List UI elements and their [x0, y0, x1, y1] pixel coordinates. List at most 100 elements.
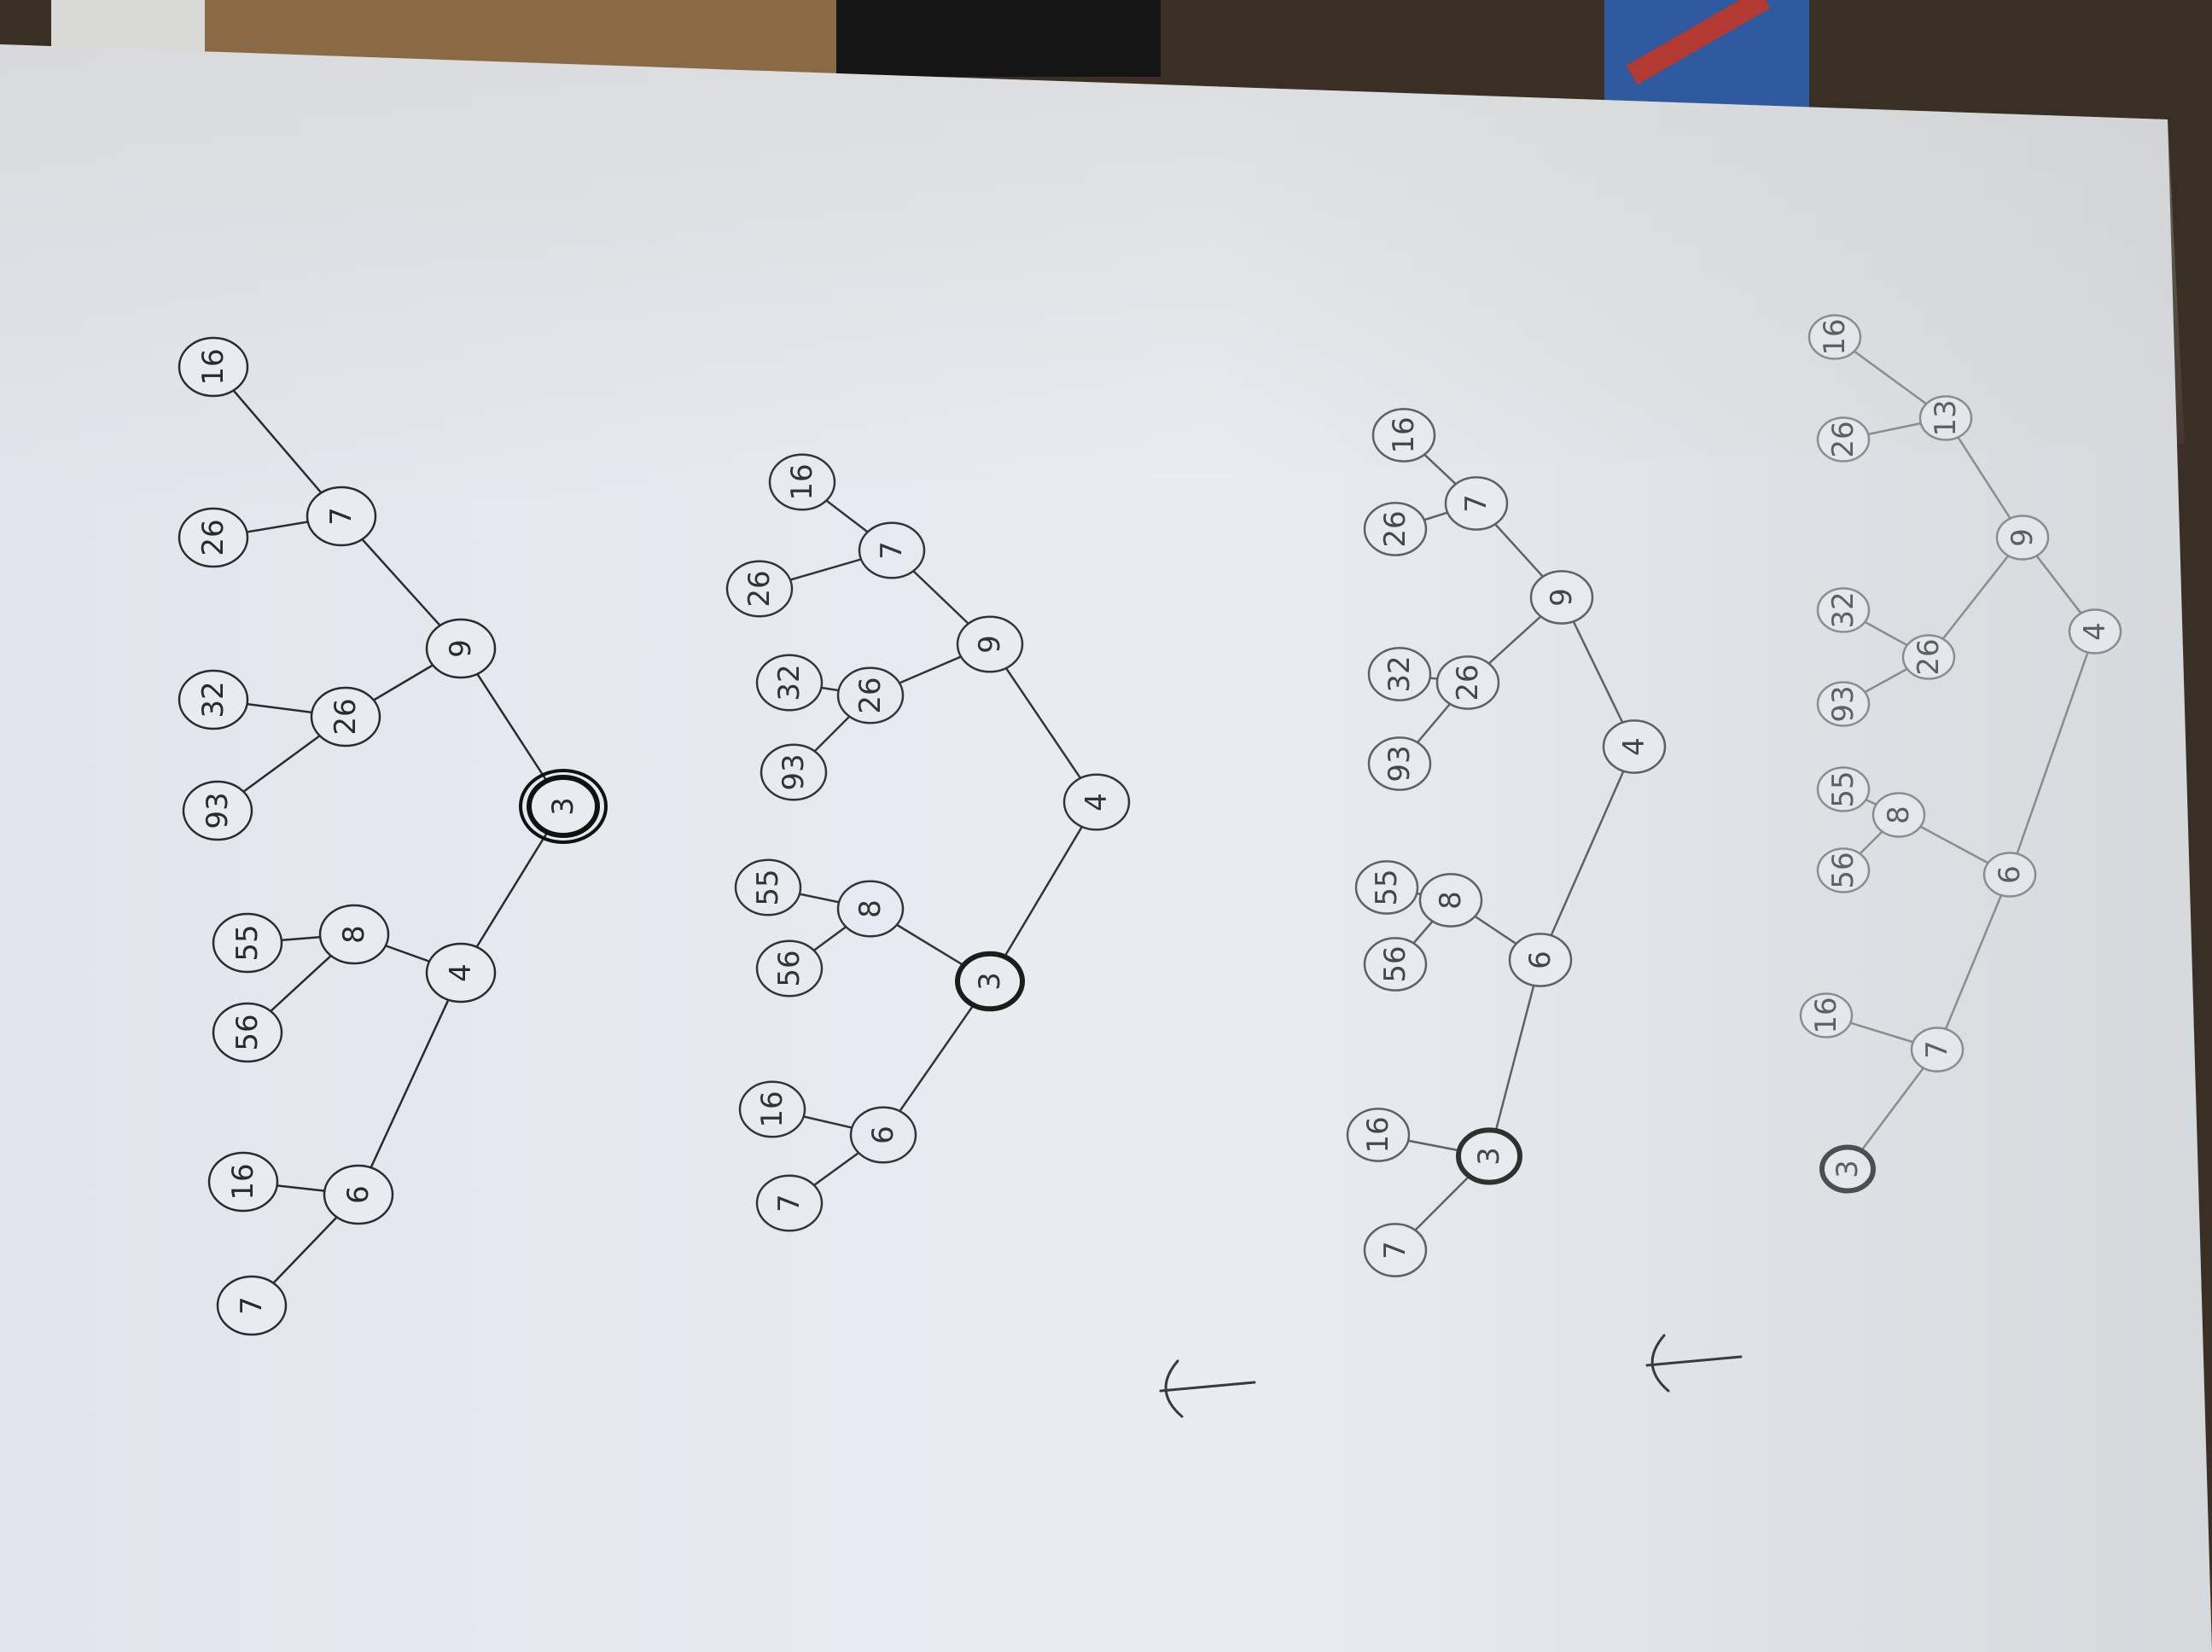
- node-circle: [178, 669, 249, 730]
- node-circle: [836, 880, 905, 938]
- node-label: 16: [1361, 1116, 1395, 1153]
- node-label: 6: [866, 1126, 900, 1144]
- node-circle: [768, 453, 836, 511]
- tree-node: 8: [318, 904, 390, 965]
- node-label: 8: [1882, 806, 1916, 824]
- node-circle: [1995, 515, 2050, 561]
- tree-node: 56: [1363, 937, 1428, 992]
- node-label: 16: [785, 463, 819, 500]
- node-circle: [1371, 408, 1436, 462]
- node-circle: [1508, 933, 1573, 987]
- node-circle: [760, 743, 828, 801]
- node-circle: [1062, 773, 1131, 831]
- node-label: 4: [1617, 737, 1651, 756]
- node-circle: [178, 336, 249, 398]
- node-circle: [178, 507, 249, 568]
- tree-node: 16: [1346, 1108, 1411, 1162]
- tree-node: 13: [1918, 395, 1973, 441]
- node-label: 7: [1459, 494, 1493, 513]
- node-label: 8: [337, 925, 371, 944]
- node-label: 8: [1434, 891, 1468, 910]
- tree-1: 16 7 26 9 32 26 93 3 55 8 56 4 16 6 7: [178, 336, 608, 1336]
- node-circle: [2068, 608, 2122, 654]
- node-circle: [1367, 736, 1432, 791]
- node-circle: [849, 1106, 917, 1164]
- tree-node: 32: [178, 669, 249, 730]
- node-label: 55: [1370, 869, 1404, 905]
- node-circle: [318, 904, 390, 965]
- node-label: 7: [772, 1194, 806, 1213]
- node-circle: [1819, 1144, 1876, 1194]
- node-label: 9: [1545, 588, 1579, 607]
- tree-node: 9: [1995, 515, 2050, 561]
- tree-node: 26: [1363, 502, 1428, 556]
- tree-3: 16 7 26 9 32 26 93 4 55 8 56 6 16 3 7: [1346, 408, 1667, 1277]
- node-circle: [216, 1275, 288, 1336]
- node-label: 32: [1826, 591, 1860, 628]
- tree-edge: [1936, 874, 2011, 1050]
- tree-node: 7: [858, 521, 926, 579]
- tree-node: 16: [178, 336, 249, 398]
- node-circle: [1354, 860, 1419, 915]
- tree-edge: [1928, 537, 2023, 658]
- node-label: 93: [1826, 685, 1860, 722]
- tree-edge: [212, 366, 342, 517]
- tree-node: 26: [310, 686, 381, 747]
- node-label: 8: [853, 899, 888, 918]
- node-label: 9: [444, 639, 478, 658]
- node-circle: [212, 912, 283, 974]
- node-circle: [1918, 395, 1973, 441]
- tree-node: 32: [1816, 587, 1871, 633]
- node-label: 26: [1912, 638, 1946, 675]
- tree-node: 7: [1910, 1027, 1965, 1073]
- node-circle: [1456, 1127, 1522, 1185]
- tree-node: 4: [1062, 773, 1131, 831]
- node-label: 26: [329, 698, 363, 735]
- node-circle: [1602, 719, 1667, 774]
- paper-top-shadow: [0, 44, 2185, 512]
- tree-node: 26: [1816, 416, 1871, 462]
- tree-edge: [988, 643, 1098, 803]
- node-circle: [1816, 416, 1871, 462]
- node-label: 55: [230, 924, 265, 961]
- node-circle: [1346, 1108, 1411, 1162]
- tree-node: 56: [755, 939, 824, 998]
- tree-node: 32: [1367, 647, 1432, 701]
- node-label: 16: [196, 348, 230, 385]
- arrow-1: [1159, 1359, 1256, 1418]
- tree-node: 93: [1367, 736, 1432, 791]
- tree-node: 4: [425, 942, 497, 1003]
- tree-node: 56: [212, 1002, 283, 1063]
- tree-node: 16: [1371, 408, 1436, 462]
- tree-node: 9: [956, 615, 1024, 673]
- node-circle: [1816, 587, 1871, 633]
- node-label: 26: [742, 570, 777, 607]
- node-label: 7: [1920, 1040, 1954, 1059]
- node-circle: [1816, 681, 1871, 727]
- tree-node: 93: [1816, 681, 1871, 727]
- node-circle: [1367, 647, 1432, 701]
- node-label: 32: [196, 681, 230, 718]
- node-circle: [1807, 314, 1862, 360]
- node-label: 16: [226, 1163, 260, 1200]
- node-circle: [738, 1080, 806, 1138]
- node-circle: [310, 686, 381, 747]
- node-label: 7: [235, 1296, 269, 1315]
- node-circle: [955, 951, 1025, 1012]
- node-circle: [858, 521, 926, 579]
- tree-node: 9: [1529, 570, 1594, 625]
- tree-node: 26: [725, 560, 794, 618]
- tree-node: 26: [836, 666, 905, 724]
- node-circle: [207, 1151, 279, 1213]
- tree-node: 16: [1799, 992, 1854, 1038]
- node-label: 3: [546, 797, 580, 816]
- tree-node: 93: [182, 780, 253, 841]
- node-circle: [725, 560, 794, 618]
- node-label: 26: [1826, 421, 1860, 457]
- node-label: 56: [772, 950, 806, 986]
- node-circle: [306, 486, 377, 547]
- tree-node: 55: [1354, 860, 1419, 915]
- node-circle: [212, 1002, 283, 1063]
- tree-edge: [2008, 631, 2097, 875]
